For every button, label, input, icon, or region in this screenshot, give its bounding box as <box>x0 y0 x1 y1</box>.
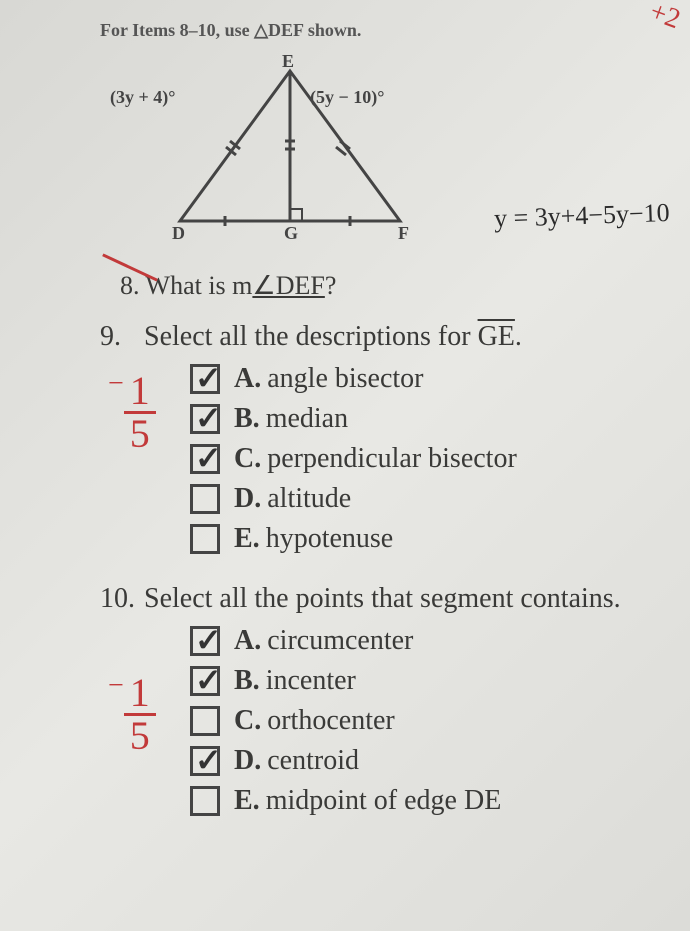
question-9: −15 9. Select all the descriptions for G… <box>100 321 660 555</box>
question-8: 8. What is m∠DEF? <box>120 271 660 301</box>
option-letter: A. <box>234 625 261 657</box>
option-letter: A. <box>234 363 261 395</box>
triangle-svg <box>170 61 490 251</box>
vertex-d: D <box>172 223 185 244</box>
checkbox[interactable] <box>190 484 220 514</box>
option-letter: D. <box>234 745 261 777</box>
checkbox[interactable] <box>190 444 220 474</box>
handwritten-equation: y = 3y+4−5y−10 <box>494 198 671 234</box>
q8-angle: ∠DEF <box>252 271 324 300</box>
option-text: altitude <box>267 483 351 515</box>
q9-score: −15 <box>108 371 156 454</box>
vertex-f: F <box>398 223 409 244</box>
option-text: median <box>266 403 348 435</box>
checkbox[interactable] <box>190 666 220 696</box>
checkbox[interactable] <box>190 786 220 816</box>
q9-options: A.angle bisectorB.medianC.perpendicular … <box>190 363 660 555</box>
option-text: centroid <box>267 745 359 777</box>
angle-left-label: (3y + 4)° <box>110 87 175 108</box>
q9-option-E: E.hypotenuse <box>190 523 660 555</box>
checkbox[interactable] <box>190 524 220 554</box>
option-text: circumcenter <box>267 625 413 657</box>
option-letter: B. <box>234 665 260 697</box>
option-letter: D. <box>234 483 261 515</box>
option-text: incenter <box>266 665 356 697</box>
q8-suffix: ? <box>325 271 337 300</box>
option-letter: E. <box>234 785 260 817</box>
option-text: angle bisector <box>267 363 423 395</box>
q8-number: 8. <box>120 271 140 300</box>
checkbox[interactable] <box>190 626 220 656</box>
option-letter: B. <box>234 403 260 435</box>
q10-options: A.circumcenterB.incenterC.orthocenterD.c… <box>190 625 660 817</box>
checkbox[interactable] <box>190 706 220 736</box>
q8-prefix: What is m <box>146 271 253 300</box>
option-text: perpendicular bisector <box>267 443 517 475</box>
q10-score: −15 <box>108 673 156 756</box>
q10-number: 10. <box>100 583 140 615</box>
q10-option-B: B.incenter <box>190 665 660 697</box>
option-text: hypotenuse <box>266 523 394 555</box>
option-letter: C. <box>234 705 261 737</box>
option-letter: C. <box>234 443 261 475</box>
option-text: midpoint of edge DE <box>266 785 502 817</box>
option-text: orthocenter <box>267 705 395 737</box>
q10-option-C: C.orthocenter <box>190 705 660 737</box>
option-letter: E. <box>234 523 260 555</box>
q9-option-B: B.median <box>190 403 660 435</box>
q9-text: Select all the descriptions for GE. <box>144 321 522 353</box>
q10-text: Select all the points that segment conta… <box>144 583 621 615</box>
q10-option-E: E.midpoint of edge DE <box>190 785 660 817</box>
q9-number: 9. <box>100 321 140 353</box>
checkbox[interactable] <box>190 404 220 434</box>
instruction-text: For Items 8–10, use △DEF shown. <box>100 20 660 41</box>
checkbox[interactable] <box>190 746 220 776</box>
q9-option-C: C.perpendicular bisector <box>190 443 660 475</box>
q9-option-A: A.angle bisector <box>190 363 660 395</box>
checkbox[interactable] <box>190 364 220 394</box>
vertex-e: E <box>282 51 294 72</box>
question-10: −15 10. Select all the points that segme… <box>100 583 660 817</box>
worksheet-page: +2 For Items 8–10, use △DEF shown. (3y +… <box>0 0 690 865</box>
q9-option-D: D.altitude <box>190 483 660 515</box>
q10-option-A: A.circumcenter <box>190 625 660 657</box>
vertex-g: G <box>284 223 298 244</box>
q10-option-D: D.centroid <box>190 745 660 777</box>
triangle-diagram: (3y + 4)° (5y − 10)° E D G F y = 3y+4−5y… <box>100 51 660 251</box>
